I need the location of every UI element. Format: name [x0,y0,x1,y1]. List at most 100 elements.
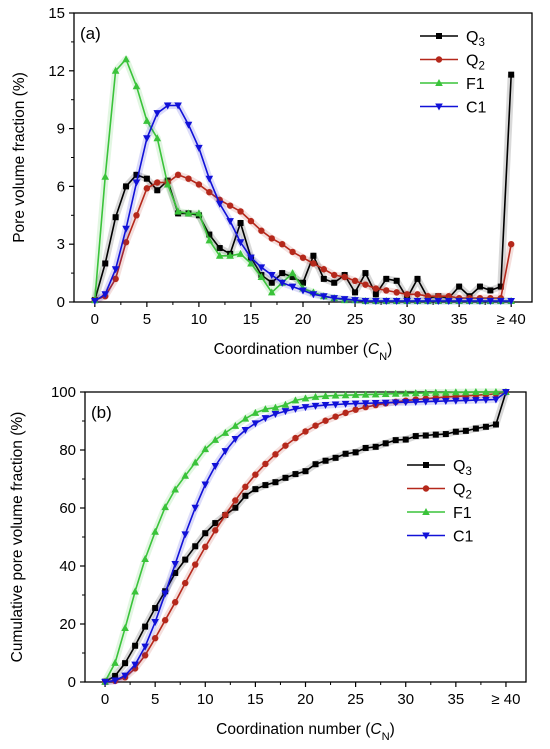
data-point [372,291,379,298]
data-point [486,298,495,306]
data-point [247,217,255,225]
data-point [241,426,250,434]
data-point [462,388,470,396]
data-point [361,400,370,408]
data-point [331,271,338,279]
data-point [301,394,310,402]
data-point [111,677,119,685]
data-point [172,599,179,606]
data-point [181,531,190,539]
y-tick-label: 80 [59,442,76,459]
x-tick-label: 15 [247,691,264,708]
data-point [413,298,422,306]
series-f1 [101,388,510,685]
data-point [226,251,234,259]
data-point [236,249,245,257]
legend-entry: Q3 [407,458,472,478]
panel-label: (a) [80,24,101,43]
y-axis-title: Pore volume fraction (%) [11,72,28,243]
panel-a: 0 5 10 15 20 25 30 35 ≥ 40 0 3 6 9 12 15 Coordination n… [11,5,533,363]
data-point [232,504,239,511]
data-point [205,236,214,244]
data-point [123,183,130,190]
data-point [174,207,182,215]
data-point [391,399,400,407]
data-point [122,55,130,63]
data-point [421,398,430,406]
data-point [391,389,400,397]
data-point [371,400,380,408]
data-point [252,486,259,493]
data-point [442,431,449,438]
data-point [371,390,380,398]
data-point [202,543,209,551]
data-point [272,451,279,458]
data-point [452,397,460,405]
data-point [496,298,505,306]
legend-marker [422,532,430,540]
data-point [184,121,193,129]
legend-label-name: F1 [466,76,485,93]
data-point [143,185,151,192]
data-point [181,471,190,479]
x-tick-label: 25 [347,311,364,328]
data-point [424,293,432,300]
data-point [312,461,319,468]
data-point [472,397,480,405]
x-axis-title-text: Coordination number ( [216,721,371,738]
data-point [412,433,419,440]
legend-label-name: C1 [453,529,474,546]
legend-entry: C1 [420,100,487,117]
data-point [383,275,390,282]
data-point [372,443,379,450]
legend-label: F1 [453,505,472,522]
data-point [392,437,399,444]
data-point [302,428,309,435]
data-point [226,218,234,226]
data-point [171,560,180,568]
x-tick-label: 30 [397,691,414,708]
data-point [262,482,269,489]
data-point [411,398,420,406]
data-point [401,389,410,397]
data-point [257,272,266,280]
data-point [133,212,140,219]
y-tick-label: 6 [57,178,65,195]
y-tick-label: 60 [59,500,76,517]
data-point [132,179,141,187]
data-point [381,399,390,407]
data-point [332,454,339,461]
data-point [431,398,440,406]
data-point [401,399,410,407]
data-point [261,405,270,413]
data-point [320,293,328,301]
data-point [101,172,110,180]
data-point [482,396,490,404]
data-point [331,401,340,409]
data-point [161,617,169,624]
data-point [154,187,161,194]
data-point [507,241,515,248]
data-point [291,396,300,404]
data-point [141,652,149,659]
data-point [211,462,220,470]
x-tick-label: ≥ 40 [497,311,526,328]
data-point [247,254,255,262]
legend-marker [435,103,443,111]
data-point [154,179,161,186]
data-point [184,209,193,217]
data-point [267,288,276,296]
data-point [237,220,244,227]
data-point [472,388,480,395]
data-point [163,180,172,188]
x-axis-title-text: Coordination number ( [214,341,369,358]
legend-entry: F1 [420,76,485,93]
x-axis-title-sub: N [382,731,390,743]
data-point [289,273,296,280]
data-point [322,457,329,464]
y-tick-label: 20 [59,616,76,633]
data-point [278,241,286,248]
data-point [482,423,489,430]
data-point [424,298,432,306]
data-point [403,291,411,298]
